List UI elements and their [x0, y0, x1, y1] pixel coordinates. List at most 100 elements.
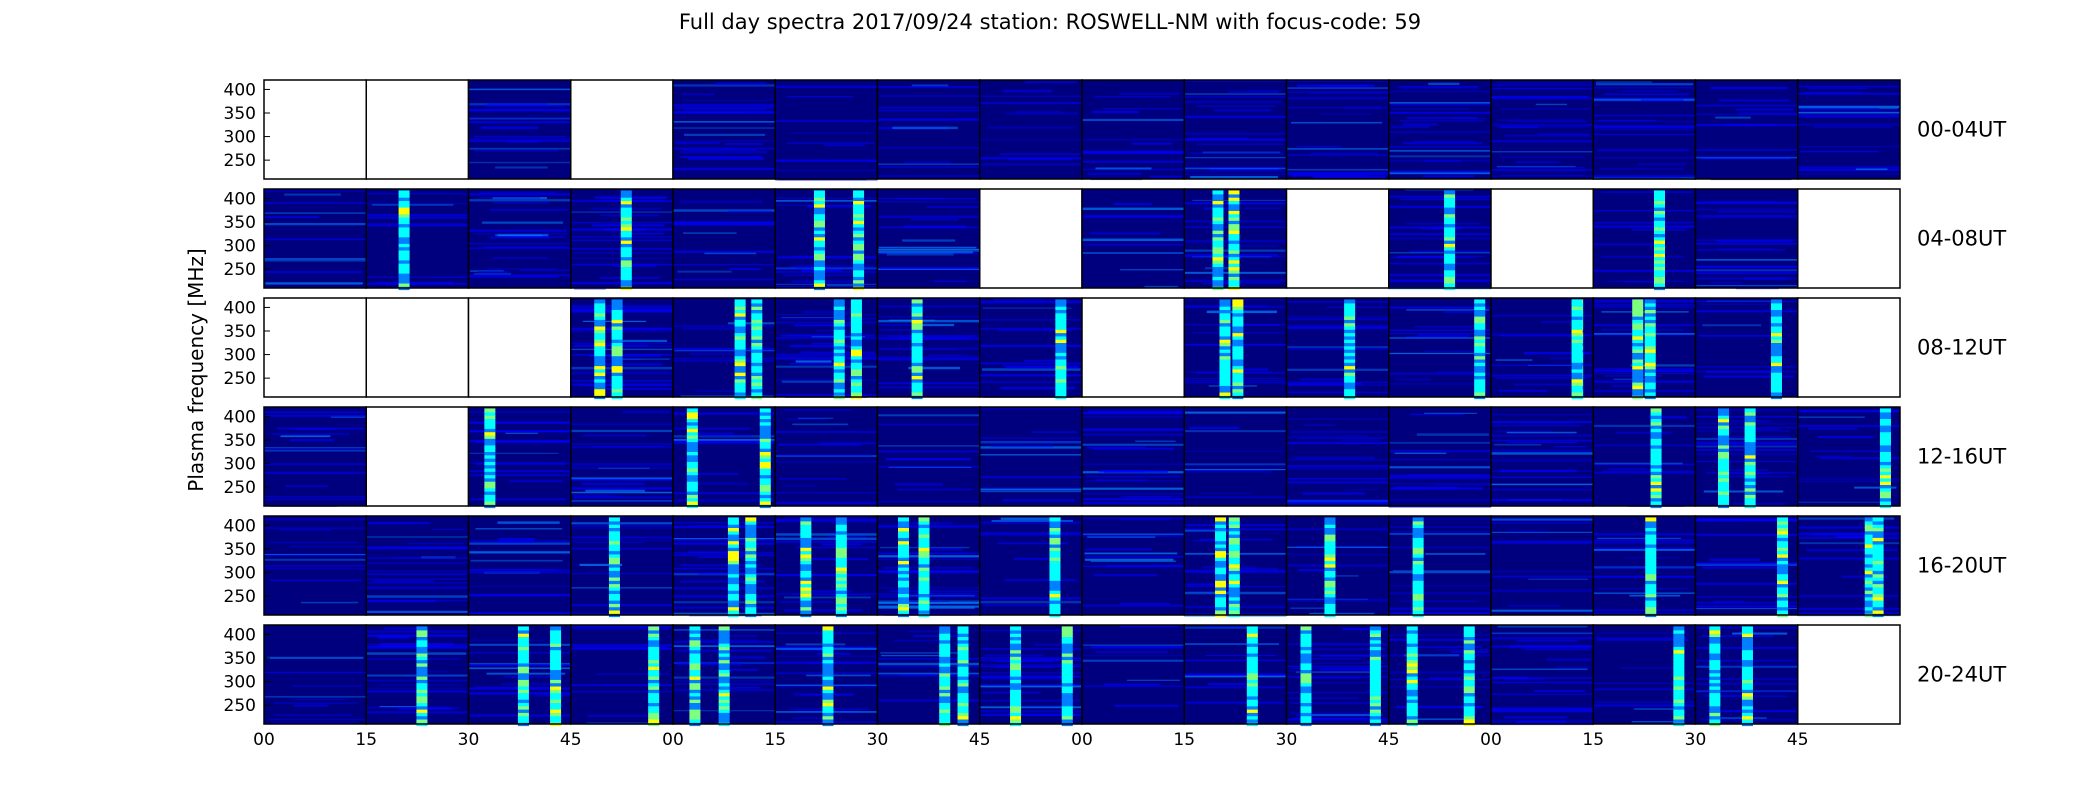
burst-mark — [550, 695, 562, 700]
burst-mark — [1654, 223, 1666, 228]
burst-mark — [800, 596, 812, 601]
burst-mark — [648, 662, 660, 667]
burst-mark — [1369, 636, 1381, 641]
burst-mark — [1010, 695, 1022, 700]
burst-mark — [1324, 543, 1336, 548]
burst-mark — [1644, 378, 1656, 383]
burst-mark — [484, 428, 496, 433]
burst-mark — [833, 358, 845, 363]
burst-mark — [800, 606, 812, 611]
x-tick-label: 00 — [1480, 730, 1502, 750]
burst-mark — [1474, 306, 1486, 311]
burst-mark — [911, 302, 923, 307]
burst-mark — [484, 434, 496, 439]
burst-mark — [1741, 656, 1753, 661]
burst-mark — [1228, 520, 1240, 525]
burst-mark — [611, 378, 623, 383]
y-tick-label: 350 — [224, 213, 256, 233]
burst-mark — [1777, 540, 1789, 545]
burst-mark — [550, 649, 562, 654]
burst-mark — [822, 705, 834, 710]
burst-mark — [1300, 659, 1312, 664]
y-tick-label: 350 — [224, 540, 256, 560]
burst-mark — [1412, 557, 1424, 562]
burst-mark — [689, 699, 701, 704]
panel-frame — [1797, 188, 1901, 289]
burst-mark — [1049, 586, 1061, 591]
burst-mark — [1571, 375, 1583, 380]
burst-mark — [1444, 233, 1456, 238]
burst-mark — [897, 566, 909, 571]
burst-mark — [1872, 599, 1884, 604]
burst-mark — [1324, 520, 1336, 525]
burst-mark — [957, 649, 969, 654]
burst-mark — [1632, 358, 1644, 363]
burst-mark — [1010, 708, 1022, 713]
burst-mark — [1232, 362, 1244, 367]
burst-mark — [1246, 666, 1258, 671]
burst-mark — [727, 537, 739, 542]
y-tick-label: 400 — [224, 189, 256, 209]
burst-mark — [751, 388, 763, 393]
burst-mark — [759, 481, 771, 486]
row-label: 16-20UT — [1917, 554, 2006, 578]
burst-mark — [833, 306, 845, 311]
burst-mark — [648, 689, 660, 694]
burst-mark — [1246, 642, 1258, 647]
burst-mark — [957, 666, 969, 671]
burst-mark — [1718, 461, 1730, 466]
burst-mark — [1650, 494, 1662, 499]
burst-mark — [1219, 302, 1231, 307]
burst-mark — [1232, 312, 1244, 317]
burst-mark — [608, 603, 620, 608]
burst-mark — [1744, 411, 1756, 416]
burst-mark — [611, 391, 623, 396]
burst-mark — [1232, 329, 1244, 334]
burst-mark — [853, 197, 865, 202]
burst-mark — [1049, 606, 1061, 611]
burst-mark — [1228, 223, 1240, 228]
burst-mark — [918, 563, 930, 568]
burst-mark — [648, 626, 660, 631]
burst-mark — [1055, 342, 1067, 347]
burst-mark — [517, 666, 529, 671]
burst-mark — [1632, 368, 1644, 373]
burst-mark — [957, 685, 969, 690]
burst-mark — [1444, 253, 1456, 258]
burst-mark — [718, 695, 730, 700]
burst-mark — [1673, 642, 1685, 647]
burst-mark — [686, 457, 698, 462]
burst-mark — [1474, 322, 1486, 327]
burst-mark — [1324, 530, 1336, 535]
burst-mark — [1212, 256, 1224, 261]
burst-mark — [1770, 342, 1782, 347]
burst-mark — [1412, 550, 1424, 555]
burst-mark — [594, 309, 606, 314]
burst-mark — [1300, 705, 1312, 710]
spectrum-panel — [877, 80, 980, 179]
burst-mark — [1344, 355, 1356, 360]
burst-mark — [620, 249, 632, 254]
burst-mark — [813, 203, 825, 208]
burst-mark — [484, 418, 496, 423]
burst-mark — [1055, 378, 1067, 383]
burst-mark — [1673, 629, 1685, 634]
burst-mark — [1879, 457, 1891, 462]
burst-mark — [1741, 679, 1753, 684]
burst-mark — [822, 666, 834, 671]
burst-mark — [1344, 388, 1356, 393]
burst-mark — [1344, 329, 1356, 334]
burst-mark — [1049, 593, 1061, 598]
burst-mark — [1300, 692, 1312, 697]
burst-mark — [734, 381, 746, 386]
burst-mark — [1228, 239, 1240, 244]
burst-mark — [1212, 213, 1224, 218]
burst-mark — [686, 471, 698, 476]
burst-mark — [800, 540, 812, 545]
burst-mark — [689, 695, 701, 700]
burst-mark — [727, 524, 739, 529]
burst-mark — [1741, 652, 1753, 657]
spectrum-panel — [877, 189, 980, 288]
burst-mark — [1744, 415, 1756, 420]
burst-mark — [1369, 705, 1381, 710]
